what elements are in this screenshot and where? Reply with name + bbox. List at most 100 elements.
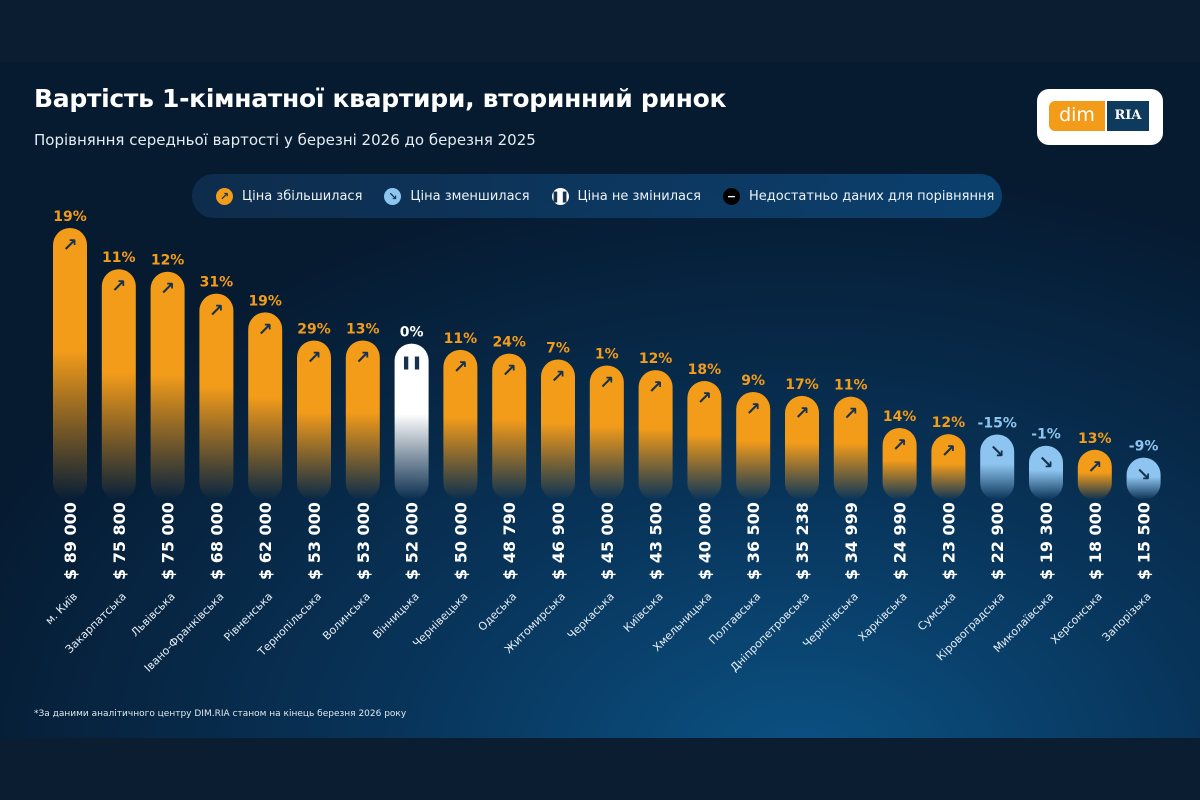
legend: ↗ Ціна збільшилася ↘ Ціна зменшилася ❚❚ … <box>192 174 1002 218</box>
arrow-up-right-icon: ↗ <box>502 361 517 382</box>
arrow-up-right-icon: ↗ <box>258 319 273 340</box>
change-label: 24% <box>492 335 526 351</box>
value-label: $ 18 000 <box>1086 502 1105 580</box>
arrow-up-right-icon: ↗ <box>209 301 224 322</box>
change-label: 13% <box>346 321 380 337</box>
value-label: $ 19 300 <box>1037 502 1056 580</box>
arrow-down-right-icon: ↘ <box>1038 453 1053 474</box>
arrow-down-right-icon: ↘ <box>1136 465 1151 486</box>
legend-item-unchanged: ❚❚ Ціна не змінилася <box>551 187 701 205</box>
bar <box>736 391 771 500</box>
value-label: $ 46 900 <box>549 502 568 580</box>
bar <box>297 340 331 500</box>
bar-group: ↗ 12% $ 43 500 Київська <box>621 351 673 635</box>
value-label: $ 52 000 <box>403 502 422 580</box>
arrow-down-right-icon: ↘ <box>990 441 1005 462</box>
value-label: $ 68 000 <box>207 502 226 580</box>
value-label: $ 23 000 <box>939 502 958 580</box>
bar <box>980 434 1015 500</box>
value-label: $ 22 900 <box>988 502 1007 580</box>
change-label: -1% <box>1031 427 1061 443</box>
category-label: м. Київ <box>43 590 80 627</box>
arrow-up-right-icon: ↗ <box>648 377 663 398</box>
arrow-up-right-icon: ↗ <box>697 388 712 409</box>
arrow-up-right-icon: ↗ <box>355 347 370 368</box>
value-label: $ 24 990 <box>891 502 910 580</box>
category-label: Рівненська <box>221 590 275 644</box>
change-label: 19% <box>248 293 282 309</box>
change-label: 31% <box>200 275 234 291</box>
bar-group: ↗ 24% $ 48 790 Одеська <box>476 335 527 634</box>
arrow-up-right-icon: ↗ <box>550 367 565 388</box>
arrow-up-right-icon: ↗ <box>892 435 907 456</box>
change-label: 29% <box>297 321 331 337</box>
logo-dim: dim <box>1049 101 1105 131</box>
bar <box>345 340 380 500</box>
value-label: $ 53 000 <box>354 502 373 580</box>
bar <box>150 271 185 500</box>
value-label: $ 75 000 <box>159 502 178 580</box>
change-label: 1% <box>595 346 619 362</box>
arrow-up-right-icon: ↗ <box>216 187 233 205</box>
bar <box>1126 457 1161 500</box>
page-title: Вартість 1-кімнатної квартири, вторинний… <box>34 84 727 113</box>
arrow-up-right-icon: ↗ <box>746 399 761 420</box>
bar <box>1029 445 1063 500</box>
bar-group: ↗ 19% $ 89 000 м. Київ <box>43 209 87 627</box>
value-label: $ 34 999 <box>842 502 861 580</box>
arrow-up-right-icon: ↗ <box>453 357 468 378</box>
category-label: Запорізька <box>1100 590 1154 644</box>
change-label: 7% <box>546 341 570 357</box>
top-band <box>0 0 1200 62</box>
legend-label: Ціна збільшилася <box>242 188 363 204</box>
legend-item-no-data: − Недостатньо даних для порівняння <box>722 187 994 205</box>
change-label: -15% <box>978 415 1017 431</box>
change-label: -9% <box>1129 439 1159 455</box>
value-label: $ 40 000 <box>695 502 714 580</box>
category-label: Львівська <box>128 590 177 639</box>
bar <box>443 349 478 500</box>
logo-ria: RIA <box>1107 101 1149 131</box>
bar <box>541 359 575 500</box>
category-label: Київська <box>621 590 666 635</box>
bar <box>394 343 429 500</box>
bar-group: ↗ 12% $ 23 000 Сумська <box>915 415 966 633</box>
arrow-up-right-icon: ↗ <box>599 372 614 393</box>
value-label: $ 50 000 <box>451 502 470 580</box>
bar <box>53 228 87 500</box>
change-label: 12% <box>151 253 185 269</box>
page-subtitle: Порівняння середньої вартості у березні … <box>34 131 536 149</box>
category-label: Херсонська <box>1048 590 1105 647</box>
change-label: 14% <box>883 409 917 425</box>
change-label: 12% <box>639 351 673 367</box>
change-label: 11% <box>834 378 868 394</box>
arrow-up-right-icon: ↗ <box>160 279 175 300</box>
value-label: $ 53 000 <box>305 502 324 580</box>
bar <box>882 427 917 500</box>
change-label: 19% <box>53 209 87 225</box>
arrow-up-right-icon: ↗ <box>111 276 126 297</box>
bar <box>248 312 283 500</box>
change-label: 13% <box>1078 431 1112 447</box>
value-label: $ 45 000 <box>598 502 617 580</box>
change-label: 18% <box>688 362 722 378</box>
bar <box>589 365 624 500</box>
bar <box>833 396 868 500</box>
arrow-up-right-icon: ↗ <box>306 347 321 368</box>
value-label: $ 89 000 <box>61 502 80 580</box>
arrow-down-right-icon: ↘ <box>384 187 402 205</box>
bar <box>687 381 722 500</box>
change-label: 12% <box>932 415 966 431</box>
legend-label: Ціна зменшилася <box>410 188 530 204</box>
change-label: 17% <box>785 377 819 393</box>
change-label: 0% <box>400 325 424 341</box>
bar <box>638 370 673 500</box>
arrow-up-right-icon: ↗ <box>941 441 956 462</box>
value-label: $ 62 000 <box>256 502 275 580</box>
minus-icon: − <box>722 187 740 205</box>
bar <box>101 269 136 500</box>
change-label: 11% <box>102 250 136 266</box>
value-label: $ 75 800 <box>110 502 129 580</box>
category-label: Вінницька <box>370 590 421 641</box>
